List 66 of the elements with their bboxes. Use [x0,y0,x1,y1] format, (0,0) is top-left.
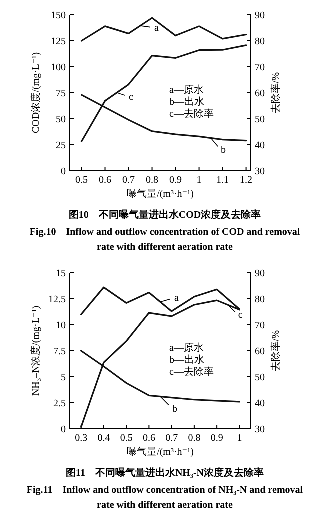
y-tick-label: 5 [61,372,66,384]
y2-tick-label: 90 [255,10,265,22]
y-tick-label: 0 [61,424,66,436]
annotation: c—去除率 [170,366,214,378]
y-tick-label: 10 [56,320,66,332]
y2-tick-label: 30 [255,424,265,436]
y-tick-label: 7.5 [54,346,66,358]
x-tick-label: 0.9 [170,175,182,186]
y2-tick-label: 60 [255,346,265,358]
series-label: b [172,404,178,415]
y-tick-label: 100 [51,62,66,74]
y2-tick-label: 50 [255,114,265,126]
x-tick-label: 1 [237,433,242,444]
y-tick-label: 125 [51,36,66,48]
x-tick-label: 0.7 [166,433,178,444]
x-tick-label: 1.2 [240,175,253,186]
y2-axis-title: 去除率/% [270,72,282,114]
series-label: a [154,22,160,34]
y-axis-title: COD浓度/(mg·L⁻¹) [30,52,42,134]
y-axis-title: NH₃–N浓度/(mg·L⁻¹) [30,306,42,396]
x-tick-label: 0.6 [99,175,112,186]
x-tick-label: 0.3 [75,433,88,444]
y-tick-label: 0 [61,166,66,178]
x-tick-label: 0.5 [120,433,133,444]
y2-tick-label: 50 [255,372,265,384]
x-tick-label: 1.1 [216,175,230,186]
x-tick-label: 0.6 [142,433,156,444]
y2-tick-label: 70 [255,320,265,332]
annotation: b—出水 [170,96,205,108]
series-label: c [238,310,244,322]
x-tick-label: 0.8 [188,433,201,444]
text: Fig.11 Inflow and outflow concentration of NH₃-N and removal rate with different aeration rate [26,485,304,511]
annotation: c—去除率 [170,108,214,120]
y2-tick-label: 30 [255,166,265,178]
x-tick-label: 0.7 [122,175,136,186]
y-tick-label: 2.5 [54,398,66,410]
y-tick-label: 50 [56,114,66,126]
x-tick-label: 0.9 [210,433,224,444]
x-axis-title: 曝气量/(m³·h⁻¹) [127,188,194,200]
x-tick-label: 0.5 [76,175,88,186]
y-tick-label: 75 [56,88,66,100]
y2-tick-label: 40 [255,398,265,410]
y2-tick-label: 80 [255,294,265,306]
y2-tick-label: 40 [255,140,265,152]
y2-tick-label: 90 [255,268,265,280]
y2-tick-label: 60 [255,88,265,100]
y2-axis-title: 去除率/% [270,330,282,372]
x-tick-label: 0.4 [98,433,110,444]
text: 图10 不同曝气量进出水COD浓度及去除率 [68,209,262,221]
y-tick-label: 12.5 [48,294,66,306]
x-axis-title: 曝气量/(m³·h⁻¹) [127,446,194,458]
annotation: a—原水 [170,342,204,354]
x-tick-label: 0.8 [146,175,159,186]
text: 图11 不同曝气量进出水NH₃-N浓度及去除率 [66,467,264,479]
annotation: a—原水 [170,84,204,96]
series-label: b [221,145,226,156]
y-tick-label: 150 [51,10,66,22]
y2-tick-label: 80 [255,36,265,48]
y2-tick-label: 70 [255,62,265,74]
text: Fig.10 Inflow and outflow concentration of COD and removal rate with different aeration rate [30,227,300,253]
series-label: c [129,92,134,103]
series-label: a [174,293,180,304]
annotation: b—出水 [170,354,205,366]
y-tick-label: 25 [56,140,66,152]
y-tick-label: 15 [56,268,66,280]
x-tick-label: 1 [196,175,202,186]
